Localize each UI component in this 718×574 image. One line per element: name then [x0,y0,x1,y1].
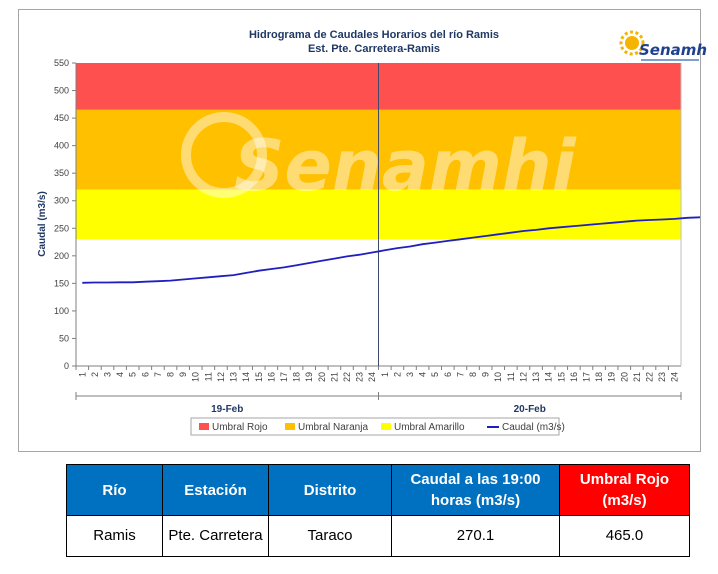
legend-box [190,417,560,436]
x-tick-label-10: 11 [203,372,213,381]
x-tick-label-19: 20 [317,372,327,382]
x-tick-label-9: 10 [191,372,201,382]
logo-sun-icon [619,30,645,56]
x-tick-label-47: 24 [670,372,680,382]
x-tick-label-42: 19 [607,372,617,382]
day-label-0: 19-Feb [211,404,243,415]
x-tick-label-38: 15 [556,372,566,382]
x-tick-label-44: 21 [632,372,642,382]
x-tick-label-6: 7 [153,372,163,377]
cell-rio: Ramis [66,515,163,557]
x-tick-label-2: 3 [103,372,113,377]
y-tick-label-7: 350 [54,168,69,178]
x-tick-label-45: 22 [644,372,654,382]
cell-caudal: 270.1 [391,515,560,557]
cell-umbral-rojo: 465.0 [559,515,690,557]
y-tick-label-0: 0 [64,361,69,371]
x-tick-label-41: 18 [594,372,604,382]
x-tick-label-14: 15 [254,372,264,382]
header-rio: Río [66,464,163,516]
x-tick-label-39: 16 [569,372,579,382]
chart-subtitle: Est. Pte. Carretera-Ramis [308,43,440,55]
logo-caption-bar [641,59,699,61]
legend-label-2: Umbral Amarillo [394,422,465,433]
x-tick-label-12: 13 [229,372,239,382]
x-tick-label-20: 21 [329,372,339,382]
chart-title: Hidrograma de Caudales Horarios del río … [249,29,499,41]
x-tick-label-43: 20 [619,372,629,382]
legend-label-3: Caudal (m3/s) [502,422,565,433]
x-tick-label-35: 12 [518,372,528,382]
cell-distrito: Taraco [268,515,392,557]
header-distrito: Distrito [268,464,392,516]
x-tick-label-0: 1 [77,372,87,377]
x-tick-label-46: 23 [657,372,667,382]
legend-label-0: Umbral Rojo [212,422,268,433]
x-tick-label-36: 13 [531,372,541,382]
y-tick-label-6: 300 [54,196,69,206]
legend-swatch-2 [381,423,391,430]
header-umbral-rojo: Umbral Rojo (m3/s) [559,464,690,516]
x-tick-label-33: 10 [493,372,503,382]
x-tick-label-37: 14 [544,372,554,382]
x-tick-label-24: 1 [380,372,390,377]
legend: Umbral Rojo Umbral Naranja Umbral Amarillo… [190,417,565,436]
day-label-1: 20-Feb [514,404,546,415]
x-tick-label-25: 2 [392,372,402,377]
x-tick-label-11: 12 [216,372,226,382]
y-tick-label-3: 150 [54,278,69,288]
cell-estacion: Pte. Carretera [162,515,269,557]
y-tick-label-9: 450 [54,113,69,123]
x-tick-label-4: 5 [128,372,138,377]
x-tick-label-22: 23 [355,372,365,382]
series-line-0 [82,216,700,284]
y-tick-label-10: 500 [54,86,69,96]
x-tick-label-8: 9 [178,372,188,377]
x-tick-label-5: 6 [140,372,150,377]
x-tick-label-27: 4 [418,372,428,377]
y-tick-label-4: 200 [54,251,69,261]
table-header-row: Río Estación Distrito Caudal a las 19:00… [66,464,690,516]
x-tick-label-17: 18 [292,372,302,382]
x-tick-label-34: 11 [506,372,516,381]
x-tick-label-7: 8 [166,372,176,377]
hydrograph-chart: Senamhi 05010015020025030035040045050055… [37,29,700,436]
series-group [82,216,700,284]
x-tick-label-30: 7 [455,372,465,377]
y-tick-label-8: 400 [54,141,69,151]
x-tick-label-32: 9 [481,372,491,377]
x-tick-label-40: 17 [581,372,591,382]
x-tick-label-13: 14 [241,372,251,382]
x-tick-label-18: 19 [304,372,314,382]
x-tick-label-28: 5 [430,372,440,377]
legend-swatch-1 [285,423,295,430]
x-tick-label-21: 22 [342,372,352,382]
legend-swatch-0 [199,423,209,430]
x-tick-label-29: 6 [443,372,453,377]
x-tick-label-31: 8 [468,372,478,377]
watermark-text: Senamhi [234,125,577,207]
station-summary-table: Río Estación Distrito Caudal a las 19:00… [66,464,690,557]
logo-text: Senamhi [639,41,707,59]
legend-label-1: Umbral Naranja [298,422,368,433]
header-caudal: Caudal a las 19:00 horas (m3/s) [391,464,560,516]
y-tick-label-1: 50 [59,333,69,343]
x-tick-label-16: 17 [279,372,289,382]
table-row: Ramis Pte. Carretera Taraco 270.1 465.0 [66,515,690,557]
watermark-group: Senamhi [181,112,577,207]
y-tick-label-5: 250 [54,223,69,233]
watermark-sun-icon [181,112,267,198]
x-tick-label-3: 4 [115,372,125,377]
senamhi-logo: Senamhi [617,29,713,71]
x-tick-label-15: 16 [266,372,276,382]
x-tick-label-23: 24 [367,372,377,382]
y-axis-label: Caudal (m3/s) [37,191,48,257]
y-tick-label-2: 100 [54,306,69,316]
header-estacion: Estación [162,464,269,516]
x-tick-label-1: 2 [90,372,100,377]
y-tick-label-11: 550 [54,58,69,68]
x-tick-label-26: 3 [405,372,415,377]
chart-frame: Senamhi 0 50 100 150 200 250 300 350 400 450 500 55… [18,9,713,452]
